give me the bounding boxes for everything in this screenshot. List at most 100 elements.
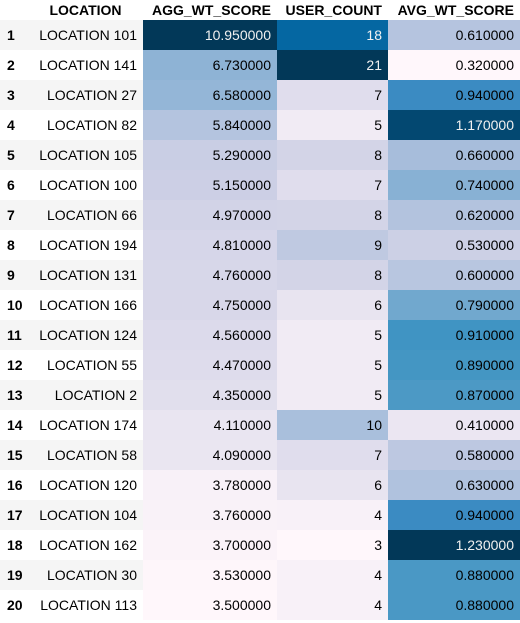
agg-wt-score-cell: 3.780000	[143, 470, 277, 500]
user-count-cell: 6	[277, 290, 388, 320]
header-row: LOCATION AGG_WT_SCORE USER_COUNT AVG_WT_…	[0, 0, 520, 20]
location-cell: LOCATION 55	[28, 350, 143, 380]
row-index: 15	[0, 440, 28, 470]
user-count-cell: 7	[277, 80, 388, 110]
location-cell: LOCATION 194	[28, 230, 143, 260]
avg-wt-score-cell: 0.940000	[388, 80, 520, 110]
agg-wt-score-cell: 4.970000	[143, 200, 277, 230]
avg-wt-score-cell: 0.740000	[388, 170, 520, 200]
avg-wt-score-cell: 0.890000	[388, 350, 520, 380]
user-count-cell: 8	[277, 140, 388, 170]
agg-wt-score-cell: 6.580000	[143, 80, 277, 110]
table-row: 20 LOCATION 113 3.500000 4 0.880000	[0, 590, 520, 620]
row-index: 10	[0, 290, 28, 320]
row-index: 18	[0, 530, 28, 560]
location-cell: LOCATION 174	[28, 410, 143, 440]
location-cell: LOCATION 101	[28, 20, 143, 50]
user-count-cell: 21	[277, 50, 388, 80]
user-count-cell: 4	[277, 560, 388, 590]
location-cell: LOCATION 166	[28, 290, 143, 320]
row-index: 19	[0, 560, 28, 590]
user-count-cell: 7	[277, 440, 388, 470]
user-count-cell: 3	[277, 530, 388, 560]
index-header	[0, 0, 28, 20]
avg-wt-score-cell: 0.600000	[388, 260, 520, 290]
agg-wt-score-cell: 3.760000	[143, 500, 277, 530]
row-index: 4	[0, 110, 28, 140]
row-index: 7	[0, 200, 28, 230]
table-row: 4 LOCATION 82 5.840000 5 1.170000	[0, 110, 520, 140]
table-row: 8 LOCATION 194 4.810000 9 0.530000	[0, 230, 520, 260]
agg-wt-score-cell: 4.760000	[143, 260, 277, 290]
location-cell: LOCATION 141	[28, 50, 143, 80]
agg-wt-score-cell: 3.700000	[143, 530, 277, 560]
table-row: 15 LOCATION 58 4.090000 7 0.580000	[0, 440, 520, 470]
location-cell: LOCATION 30	[28, 560, 143, 590]
agg-wt-score-cell: 4.350000	[143, 380, 277, 410]
table-row: 6 LOCATION 100 5.150000 7 0.740000	[0, 170, 520, 200]
location-cell: LOCATION 58	[28, 440, 143, 470]
avg-wt-score-cell: 0.940000	[388, 500, 520, 530]
agg-wt-score-cell: 5.840000	[143, 110, 277, 140]
user-count-cell: 5	[277, 380, 388, 410]
avg-wt-score-cell: 1.230000	[388, 530, 520, 560]
avg-wt-score-cell: 0.630000	[388, 470, 520, 500]
location-cell: LOCATION 162	[28, 530, 143, 560]
avg-wt-score-cell: 0.880000	[388, 590, 520, 620]
avg-wt-score-cell: 0.580000	[388, 440, 520, 470]
location-cell: LOCATION 82	[28, 110, 143, 140]
table-row: 1 LOCATION 101 10.950000 18 0.610000	[0, 20, 520, 50]
avg-wt-score-cell: 1.170000	[388, 110, 520, 140]
avg-wt-score-cell: 0.610000	[388, 20, 520, 50]
table-row: 12 LOCATION 55 4.470000 5 0.890000	[0, 350, 520, 380]
avg-wt-score-cell: 0.790000	[388, 290, 520, 320]
table-row: 3 LOCATION 27 6.580000 7 0.940000	[0, 80, 520, 110]
user-count-cell: 4	[277, 500, 388, 530]
row-index: 14	[0, 410, 28, 440]
table-row: 13 LOCATION 2 4.350000 5 0.870000	[0, 380, 520, 410]
location-column-header[interactable]: LOCATION	[28, 0, 143, 20]
location-cell: LOCATION 2	[28, 380, 143, 410]
row-index: 8	[0, 230, 28, 260]
location-cell: LOCATION 66	[28, 200, 143, 230]
avg-wt-score-cell: 0.870000	[388, 380, 520, 410]
agg-wt-score-cell: 5.150000	[143, 170, 277, 200]
row-index: 20	[0, 590, 28, 620]
table-row: 11 LOCATION 124 4.560000 5 0.910000	[0, 320, 520, 350]
row-index: 11	[0, 320, 28, 350]
row-index: 13	[0, 380, 28, 410]
location-cell: LOCATION 104	[28, 500, 143, 530]
avg-wt-score-cell: 0.910000	[388, 320, 520, 350]
table-row: 19 LOCATION 30 3.530000 4 0.880000	[0, 560, 520, 590]
avg-wt-score-cell: 0.320000	[388, 50, 520, 80]
row-index: 6	[0, 170, 28, 200]
agg-wt-score-column-header[interactable]: AGG_WT_SCORE	[143, 0, 277, 20]
avg-wt-score-cell: 0.880000	[388, 560, 520, 590]
table-row: 16 LOCATION 120 3.780000 6 0.630000	[0, 470, 520, 500]
avg-wt-score-cell: 0.660000	[388, 140, 520, 170]
user-count-cell: 9	[277, 230, 388, 260]
table-row: 2 LOCATION 141 6.730000 21 0.320000	[0, 50, 520, 80]
avg-wt-score-cell: 0.620000	[388, 200, 520, 230]
user-count-cell: 8	[277, 200, 388, 230]
user-count-cell: 5	[277, 350, 388, 380]
agg-wt-score-cell: 5.290000	[143, 140, 277, 170]
user-count-cell: 7	[277, 170, 388, 200]
agg-wt-score-cell: 4.470000	[143, 350, 277, 380]
agg-wt-score-cell: 4.560000	[143, 320, 277, 350]
table-row: 10 LOCATION 166 4.750000 6 0.790000	[0, 290, 520, 320]
agg-wt-score-cell: 4.810000	[143, 230, 277, 260]
row-index: 5	[0, 140, 28, 170]
user-count-cell: 5	[277, 320, 388, 350]
table-body: 1 LOCATION 101 10.950000 18 0.610000 2 LOCATIO…	[0, 20, 520, 620]
location-cell: LOCATION 105	[28, 140, 143, 170]
row-index: 3	[0, 80, 28, 110]
location-cell: LOCATION 124	[28, 320, 143, 350]
user-count-column-header[interactable]: USER_COUNT	[277, 0, 388, 20]
row-index: 17	[0, 500, 28, 530]
avg-wt-score-column-header[interactable]: AVG_WT_SCORE	[388, 0, 520, 20]
user-count-cell: 18	[277, 20, 388, 50]
user-count-cell: 6	[277, 470, 388, 500]
avg-wt-score-cell: 0.410000	[388, 410, 520, 440]
